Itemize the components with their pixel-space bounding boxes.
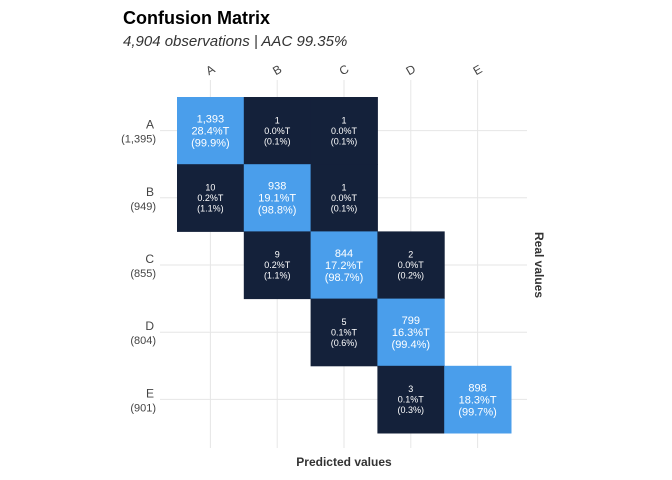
cell-pct-total-label: 0.2%T	[264, 260, 291, 270]
cell-pct-total-label: 18.3%T	[459, 394, 497, 406]
matrix-cell	[310, 298, 378, 367]
matrix-cell	[444, 365, 512, 434]
cell-pct-total-label: 16.3%T	[392, 327, 430, 339]
matrix-cell	[377, 231, 445, 300]
cell-pct-row-label: (98.7%)	[325, 272, 364, 284]
cell-pct-row-label: (99.4%)	[392, 339, 431, 351]
cell-count-label: 938	[268, 181, 286, 193]
cell-pct-total-label: 0.2%T	[197, 193, 224, 203]
cell-count-label: 10	[205, 182, 215, 192]
matrix-cell	[177, 164, 245, 232]
y-row-total-label: (1,395)	[121, 134, 156, 146]
chart-subtitle: 4,904 observations | AAC 99.35%	[123, 33, 348, 50]
matrix-cell	[377, 298, 445, 367]
cell-pct-row-label: (1.1%)	[264, 271, 291, 281]
cell-pct-total-label: 0.1%T	[398, 395, 425, 405]
matrix-cell	[243, 97, 312, 165]
cell-count-label: 1,393	[197, 113, 225, 125]
y-tick-label: A	[146, 118, 154, 132]
cell-pct-row-label: (1.1%)	[197, 203, 224, 213]
x-tick-label: C	[337, 62, 352, 79]
y-row-total-label: (901)	[130, 402, 156, 414]
cell-pct-total-label: 0.0%T	[264, 126, 291, 136]
cell-pct-total-label: 0.1%T	[331, 327, 358, 337]
cell-count-label: 2	[408, 250, 413, 260]
matrix-cell	[177, 97, 245, 165]
cell-count-label: 799	[402, 315, 420, 327]
cell-pct-total-label: 28.4%T	[191, 125, 229, 137]
cell-pct-row-label: (0.1%)	[264, 136, 291, 146]
x-tick-label: E	[471, 62, 485, 78]
axis-ticks: A B C D E A (1,395) B (949) C (855) D (804) E (901)	[121, 62, 484, 415]
cell-pct-row-label: (0.6%)	[331, 338, 358, 348]
cell-pct-row-label: (99.7%)	[458, 406, 497, 418]
cell-pct-total-label: 17.2%T	[325, 260, 363, 272]
y-tick-label: D	[145, 319, 154, 333]
matrix-cell	[243, 164, 312, 232]
cell-pct-total-label: 0.0%T	[398, 260, 425, 270]
cell-count-label: 1	[341, 115, 346, 125]
cell-count-label: 3	[408, 384, 413, 394]
cell-count-label: 844	[335, 248, 353, 260]
matrix-cell	[310, 97, 378, 165]
y-row-total-label: (949)	[130, 201, 156, 213]
y-row-total-label: (804)	[130, 335, 156, 347]
x-tick-label: D	[404, 62, 419, 79]
y-axis-label: Real values	[532, 231, 546, 299]
cell-count-label: 898	[468, 382, 486, 394]
y-tick-label: C	[145, 252, 154, 266]
cell-count-label: 1	[275, 115, 280, 125]
y-row-total-label: (855)	[130, 268, 156, 280]
matrix-cell	[310, 164, 378, 232]
cell-pct-total-label: 0.0%T	[331, 126, 358, 136]
matrix-cell	[377, 365, 445, 434]
cell-count-label: 5	[341, 317, 346, 327]
cell-pct-row-label: (0.1%)	[331, 136, 358, 146]
x-axis-label: Predicted values	[296, 455, 392, 469]
cell-pct-row-label: (99.9%)	[191, 137, 230, 149]
cell-pct-row-label: (0.3%)	[398, 405, 425, 415]
matrix-cell	[243, 231, 312, 300]
cell-pct-total-label: 0.0%T	[331, 193, 358, 203]
x-tick-label: B	[270, 62, 284, 78]
chart-title: Confusion Matrix	[123, 8, 270, 28]
x-tick-label: A	[203, 62, 217, 78]
cell-pct-row-label: (98.8%)	[258, 205, 297, 217]
cell-pct-row-label: (0.2%)	[398, 271, 425, 281]
matrix-cell	[310, 231, 378, 300]
cell-count-label: 9	[275, 250, 280, 260]
cell-count-label: 1	[341, 182, 346, 192]
matrix-cells: 1,39328.4%T(99.9%)10.0%T(0.1%)10.0%T(0.1…	[177, 97, 512, 434]
cell-pct-total-label: 19.1%T	[258, 193, 296, 205]
cell-pct-row-label: (0.1%)	[331, 203, 358, 213]
y-tick-label: B	[146, 185, 154, 199]
y-tick-label: E	[146, 386, 154, 400]
